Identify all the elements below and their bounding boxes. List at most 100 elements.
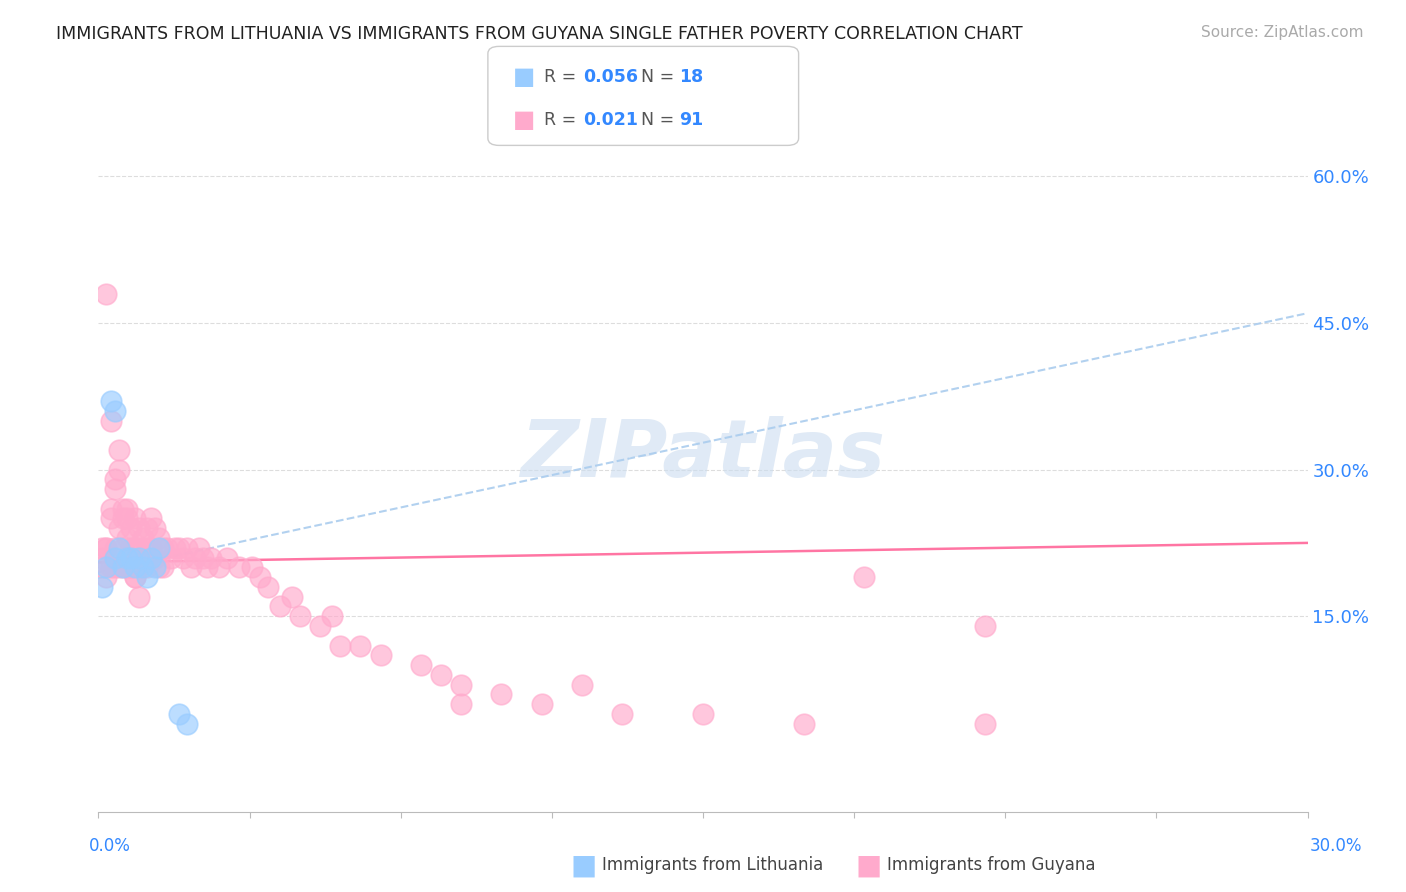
Text: 0.0%: 0.0%	[89, 837, 131, 855]
Text: 30.0%: 30.0%	[1309, 837, 1362, 855]
Point	[111, 560, 134, 574]
Point	[188, 541, 211, 555]
Text: Source: ZipAtlas.com: Source: ZipAtlas.com	[1201, 25, 1364, 40]
Point	[107, 560, 129, 574]
Point	[103, 482, 125, 496]
Point	[152, 560, 174, 574]
Point	[132, 550, 155, 565]
Point	[96, 286, 118, 301]
Point	[450, 697, 472, 711]
Point	[200, 550, 222, 565]
Point	[111, 501, 134, 516]
Point	[491, 687, 513, 701]
Point	[103, 404, 125, 418]
Point	[135, 570, 157, 584]
Point	[530, 697, 553, 711]
Text: N =: N =	[630, 69, 679, 87]
Point	[107, 541, 129, 555]
Point	[120, 560, 142, 574]
Point	[370, 648, 392, 663]
Point	[120, 560, 142, 574]
Point	[100, 501, 122, 516]
Point	[120, 541, 142, 555]
Point	[217, 550, 239, 565]
Point	[195, 560, 218, 574]
Point	[115, 560, 138, 574]
Point	[143, 560, 166, 574]
Point	[430, 668, 453, 682]
Point	[160, 550, 183, 565]
Point	[249, 570, 271, 584]
Point	[111, 511, 134, 525]
Point	[128, 560, 150, 574]
Point	[184, 550, 207, 565]
Point	[148, 541, 170, 555]
Point	[103, 560, 125, 574]
Point	[91, 550, 114, 565]
Point	[329, 639, 352, 653]
Text: 0.021: 0.021	[583, 111, 638, 128]
Point	[96, 541, 118, 555]
Point	[167, 541, 190, 555]
Point	[124, 570, 146, 584]
Text: ZIPatlas: ZIPatlas	[520, 416, 886, 494]
Point	[132, 560, 155, 574]
Point	[793, 716, 815, 731]
Point	[143, 521, 166, 535]
Point	[91, 560, 114, 574]
Point	[612, 706, 634, 721]
Point	[139, 550, 162, 565]
Point	[409, 658, 432, 673]
Point	[124, 570, 146, 584]
Point	[103, 541, 125, 555]
Text: Immigrants from Guyana: Immigrants from Guyana	[887, 856, 1095, 874]
Text: ■: ■	[513, 65, 536, 89]
Text: R =: R =	[544, 69, 582, 87]
Text: IMMIGRANTS FROM LITHUANIA VS IMMIGRANTS FROM GUYANA SINGLE FATHER POVERTY CORREL: IMMIGRANTS FROM LITHUANIA VS IMMIGRANTS …	[56, 25, 1024, 43]
Point	[193, 550, 215, 565]
Point	[128, 550, 150, 565]
Point	[96, 570, 118, 584]
Point	[156, 541, 179, 555]
Point	[349, 639, 371, 653]
Text: ■: ■	[513, 108, 536, 132]
Point	[269, 599, 291, 614]
Point	[321, 609, 343, 624]
Text: 18: 18	[679, 69, 703, 87]
Text: Immigrants from Lithuania: Immigrants from Lithuania	[602, 856, 823, 874]
Point	[100, 394, 122, 409]
Point	[103, 472, 125, 486]
Point	[100, 414, 122, 428]
Text: 91: 91	[679, 111, 703, 128]
Point	[176, 716, 198, 731]
Point	[228, 560, 250, 574]
Point	[288, 609, 311, 624]
Point	[240, 560, 263, 574]
Point	[132, 531, 155, 545]
Point	[853, 570, 876, 584]
Point	[974, 716, 997, 731]
Point	[107, 521, 129, 535]
Point	[309, 619, 332, 633]
Point	[571, 678, 593, 692]
Point	[96, 560, 118, 574]
Point	[974, 619, 997, 633]
Point	[139, 541, 162, 555]
Point	[103, 550, 125, 565]
Point	[167, 706, 190, 721]
Point	[91, 580, 114, 594]
Point	[143, 550, 166, 565]
Point	[135, 560, 157, 574]
Point	[107, 443, 129, 458]
Point	[152, 541, 174, 555]
Text: N =: N =	[630, 111, 679, 128]
Point	[208, 560, 231, 574]
Point	[111, 541, 134, 555]
Point	[124, 541, 146, 555]
Point	[450, 678, 472, 692]
Point	[107, 462, 129, 476]
Point	[148, 531, 170, 545]
Point	[148, 560, 170, 574]
Point	[111, 560, 134, 574]
Point	[115, 550, 138, 565]
